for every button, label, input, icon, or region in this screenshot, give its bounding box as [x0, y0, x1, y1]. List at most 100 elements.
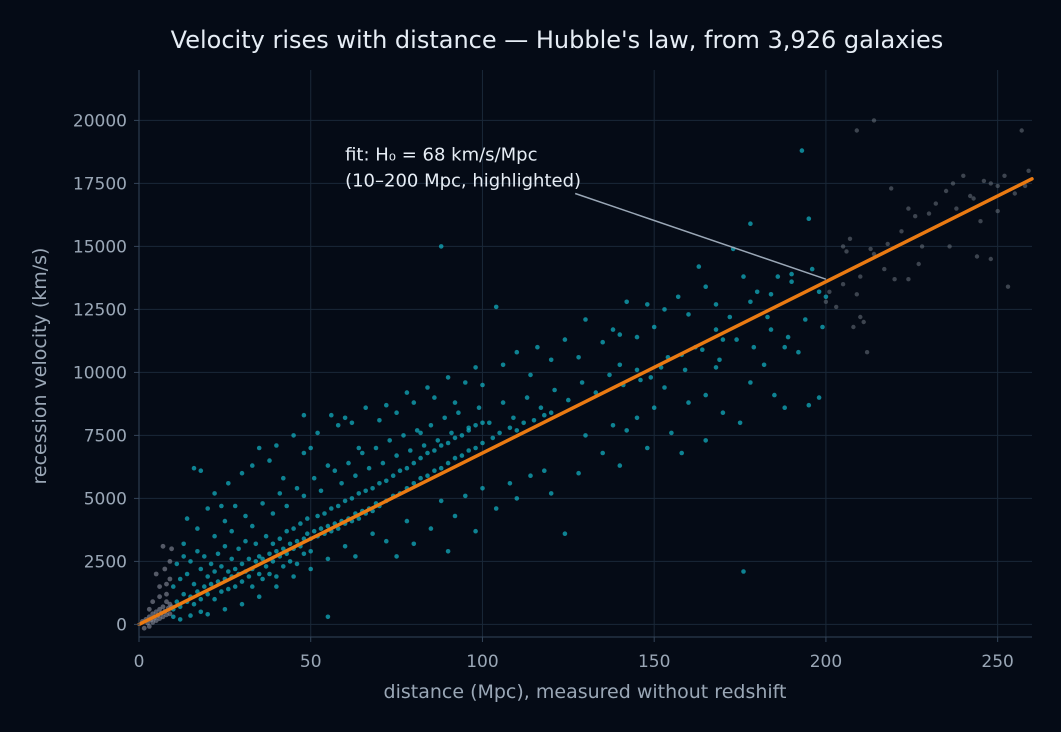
data-point — [926, 211, 932, 216]
data-point — [844, 249, 849, 254]
data-point — [177, 617, 183, 622]
data-point — [480, 486, 485, 491]
data-point — [452, 435, 458, 441]
data-point — [978, 219, 983, 224]
data-point — [421, 443, 427, 448]
data-point — [404, 390, 410, 395]
data-point — [480, 420, 485, 426]
data-point — [775, 274, 781, 279]
data-point — [418, 430, 423, 436]
data-point — [913, 214, 918, 219]
data-point — [270, 511, 276, 516]
data-point — [195, 549, 200, 554]
data-point — [432, 448, 437, 453]
data-point — [291, 574, 296, 579]
data-point — [734, 337, 739, 342]
data-point — [256, 554, 262, 559]
data-point — [184, 516, 190, 521]
data-point — [796, 349, 801, 355]
data-point — [308, 549, 314, 554]
annotation-line-1: fit: H₀ = 68 km/s/Mpc — [345, 145, 537, 166]
data-point — [741, 569, 746, 574]
data-point — [425, 450, 430, 456]
data-point — [548, 357, 554, 363]
data-point — [250, 523, 255, 529]
data-point — [162, 566, 168, 572]
data-point — [576, 355, 581, 360]
data-point — [408, 448, 413, 453]
data-point — [329, 506, 334, 511]
data-point — [253, 541, 259, 547]
data-point — [452, 455, 458, 461]
data-point — [579, 380, 585, 385]
data-point — [301, 450, 307, 456]
fit-annotation: fit: H₀ = 68 km/s/Mpc (10–200 Mpc, highl… — [345, 145, 827, 280]
data-point — [239, 579, 245, 584]
data-point — [789, 279, 794, 285]
data-point — [349, 420, 355, 426]
data-point — [232, 503, 238, 509]
y-tick-label: 5000 — [84, 489, 127, 509]
data-point — [438, 465, 444, 471]
x-tick-label: 0 — [134, 652, 145, 672]
data-point — [274, 584, 279, 589]
data-point — [583, 433, 588, 438]
data-point — [947, 244, 952, 249]
data-point — [463, 380, 468, 385]
data-point — [700, 347, 705, 353]
data-point — [968, 193, 973, 199]
data-point — [507, 481, 513, 486]
data-point — [480, 440, 485, 446]
data-point — [212, 533, 217, 539]
data-point — [370, 486, 375, 491]
data-point — [452, 400, 458, 405]
data-point — [806, 402, 812, 408]
data-point — [339, 481, 344, 486]
data-point — [871, 118, 877, 123]
data-point — [645, 445, 650, 451]
data-point — [768, 327, 774, 332]
data-point — [222, 607, 228, 612]
data-point — [840, 282, 846, 287]
data-point — [169, 546, 175, 552]
y-tick-label: 0 — [116, 615, 127, 635]
data-point — [761, 362, 767, 368]
data-point — [191, 581, 197, 587]
data-point — [181, 541, 186, 547]
data-point — [538, 405, 544, 411]
data-point — [243, 513, 248, 519]
data-point — [566, 397, 571, 403]
data-point — [174, 599, 180, 604]
data-point — [432, 395, 437, 400]
data-point — [377, 481, 382, 486]
data-point — [150, 611, 156, 617]
data-point — [198, 468, 204, 474]
data-point — [195, 526, 200, 531]
axes — [138, 70, 1032, 638]
data-point — [823, 299, 829, 304]
data-point — [246, 556, 252, 562]
data-point — [521, 420, 526, 426]
data-point — [315, 430, 320, 436]
annotation-arrow — [574, 192, 827, 280]
data-point — [438, 443, 444, 448]
data-point — [305, 531, 310, 536]
data-point — [349, 496, 355, 501]
data-point — [222, 518, 228, 524]
data-point — [274, 574, 279, 579]
data-point — [188, 613, 193, 618]
data-point — [226, 569, 231, 574]
data-point — [648, 375, 654, 380]
data-point — [906, 206, 911, 211]
data-point — [205, 506, 210, 511]
data-point — [250, 584, 255, 589]
data-point — [160, 604, 166, 610]
data-point — [315, 513, 320, 519]
data-point — [174, 561, 180, 567]
data-point — [353, 473, 358, 479]
data-point — [854, 292, 859, 297]
data-point — [713, 302, 719, 307]
data-point — [256, 594, 262, 599]
data-point — [466, 425, 472, 431]
data-point — [827, 289, 832, 294]
